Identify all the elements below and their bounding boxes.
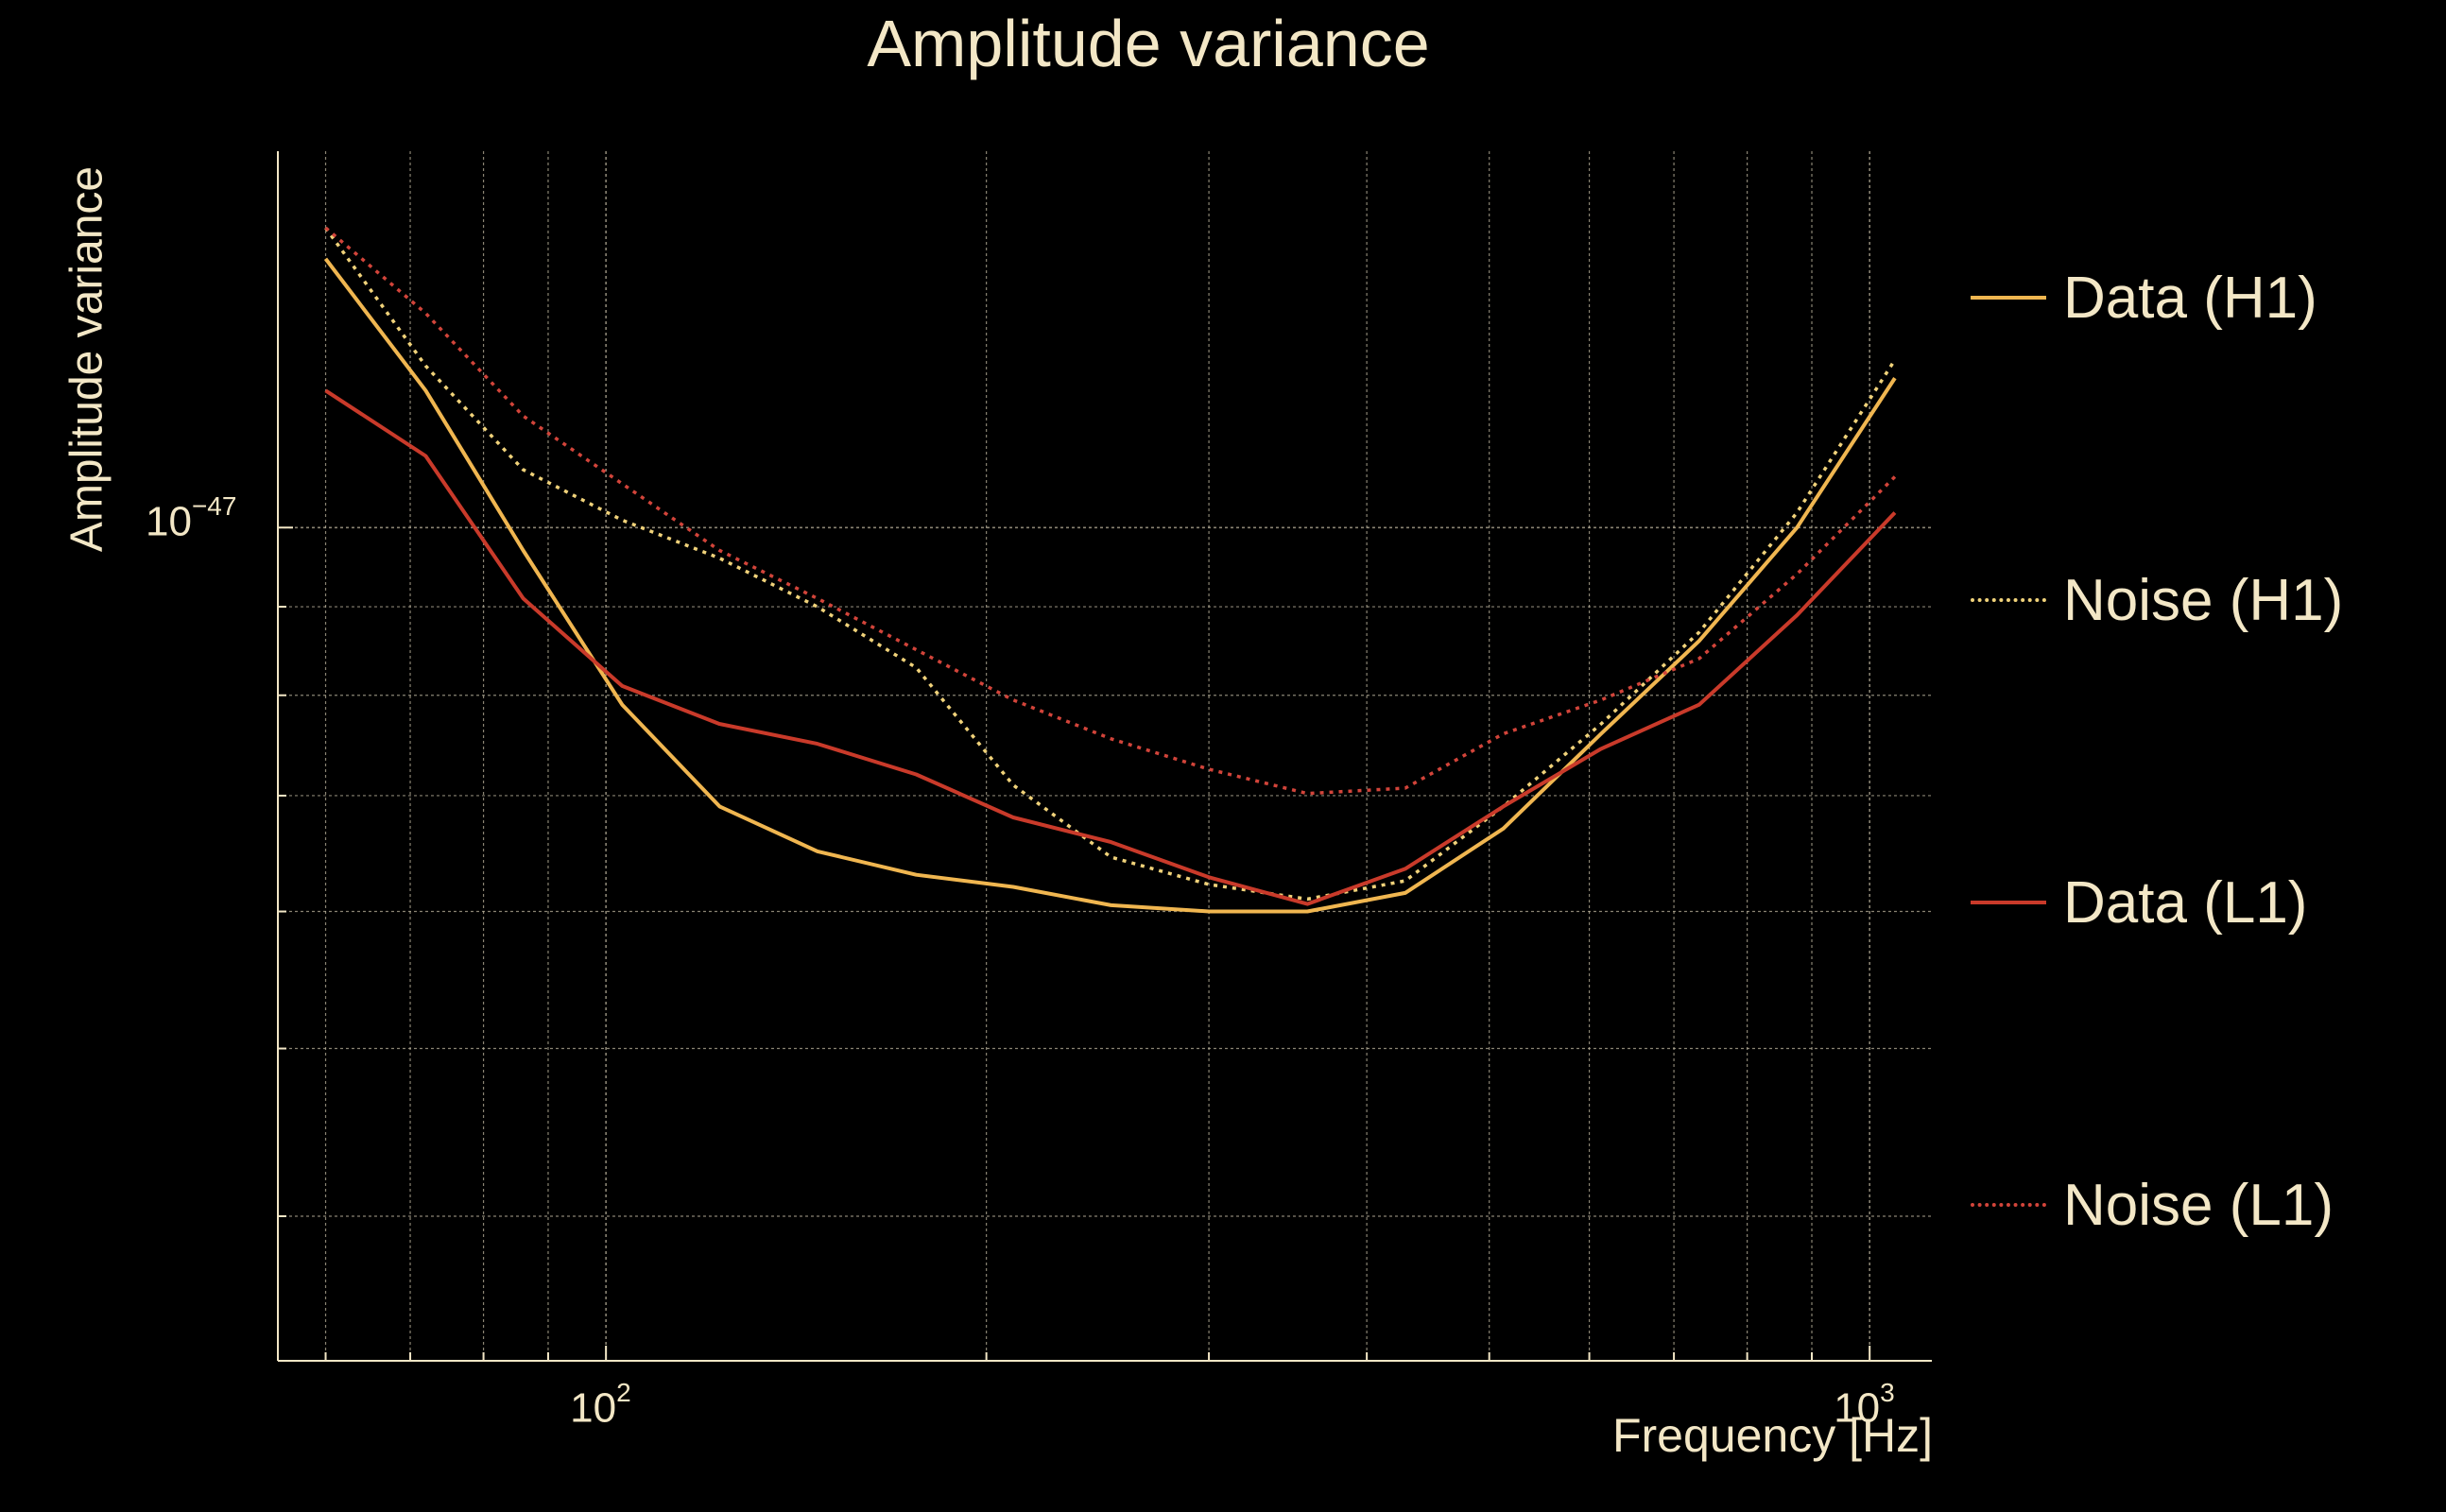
axes bbox=[277, 151, 1932, 1362]
x-tick-label-exponent: 3 bbox=[1880, 1378, 1895, 1407]
x-tick-label-base: 10 bbox=[570, 1384, 617, 1432]
series-line-4 bbox=[324, 226, 1897, 796]
x-tick-label: 102 bbox=[570, 1378, 631, 1433]
x-tick-label-exponent: 2 bbox=[616, 1378, 631, 1407]
legend-label: Data (H1) bbox=[2063, 265, 2317, 331]
legend-item: Noise (L1) bbox=[1971, 1167, 2334, 1243]
series-line-1 bbox=[323, 257, 1897, 914]
legend-label: Data (L1) bbox=[2063, 869, 2308, 936]
legend-swatch bbox=[1971, 598, 2046, 602]
y-tick-label-exponent: −47 bbox=[191, 491, 237, 522]
x-tick-label: 103 bbox=[1834, 1378, 1895, 1433]
x-axis-label: Frequency [Hz] bbox=[1611, 1409, 1933, 1462]
legend-item: Data (L1) bbox=[1971, 865, 2307, 940]
legend-swatch bbox=[1971, 296, 2046, 300]
grid-lines bbox=[278, 151, 1932, 1361]
y-tick-label: 10−47 bbox=[146, 491, 236, 546]
series-lines bbox=[323, 226, 1897, 914]
legend-label: Noise (H1) bbox=[2063, 567, 2344, 633]
legend-item: Noise (H1) bbox=[1971, 562, 2343, 638]
legend-label: Noise (L1) bbox=[2063, 1172, 2334, 1238]
chart-title: Amplitude variance bbox=[867, 7, 1430, 80]
x-tick-label-base: 10 bbox=[1834, 1384, 1881, 1432]
legend-swatch bbox=[1971, 901, 2046, 904]
y-tick-label-base: 10 bbox=[146, 498, 192, 545]
y-axis-label: Amplitude variance bbox=[61, 165, 112, 553]
legend-item: Data (H1) bbox=[1971, 260, 2317, 335]
legend-swatch bbox=[1971, 1203, 2046, 1207]
plot-background bbox=[278, 151, 1932, 1361]
series-line-3 bbox=[324, 388, 1897, 906]
